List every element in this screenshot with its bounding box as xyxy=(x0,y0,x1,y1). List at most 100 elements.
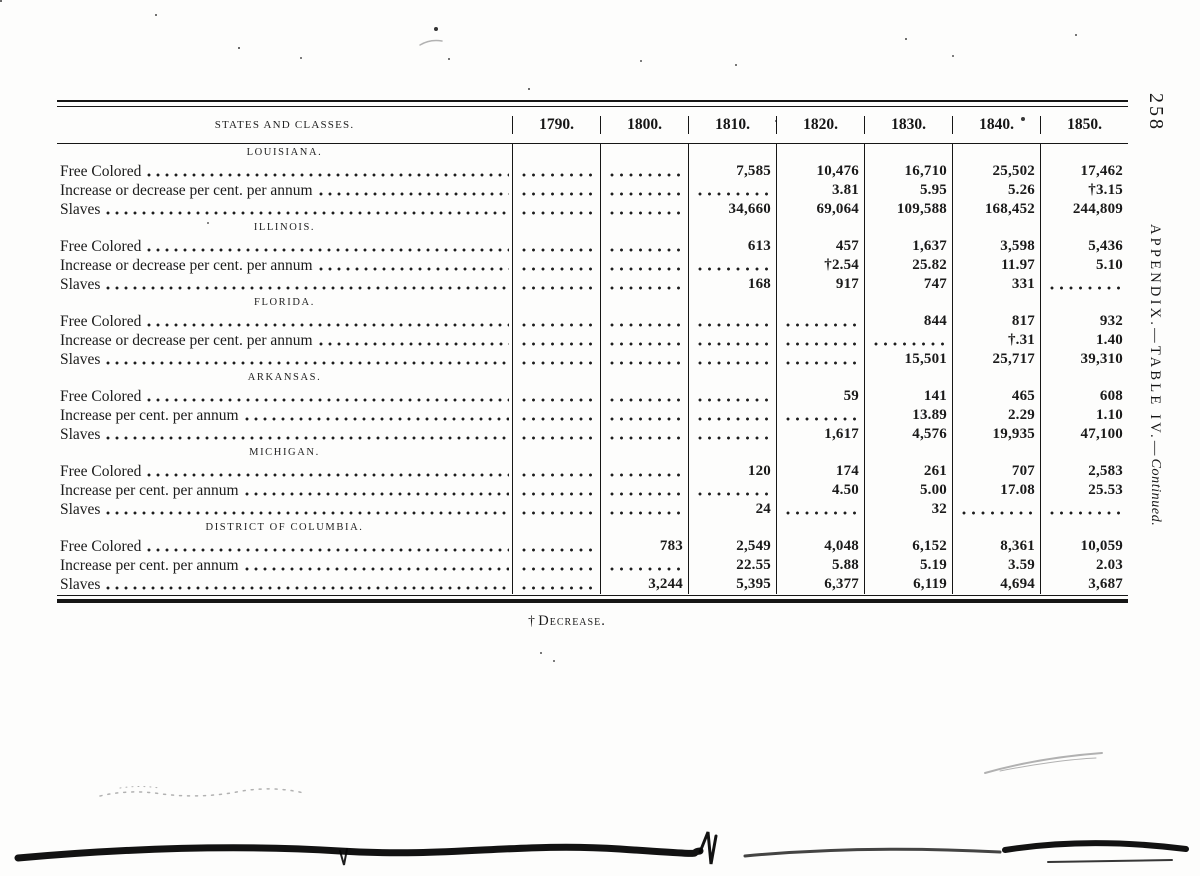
row-label-cell: Increase or decrease per cent. per annum xyxy=(57,181,512,200)
value-cell-empty xyxy=(600,237,688,256)
table-row: Increase or decrease per cent. per annum… xyxy=(57,256,1128,275)
dot-leader xyxy=(608,312,681,331)
scan-noise-specks xyxy=(0,0,2,2)
section-header-row: DISTRICT OF COLUMBIA. xyxy=(57,519,1128,537)
value-cell: 5.26 xyxy=(952,181,1040,200)
table-row: Increase or decrease per cent. per annum… xyxy=(57,331,1128,350)
value-cell: 34,660 xyxy=(688,200,776,219)
value-cell-empty xyxy=(776,331,864,350)
value-cell: 174 xyxy=(776,462,864,481)
dot-leader xyxy=(316,256,509,275)
value-cell: 141 xyxy=(864,387,952,406)
empty-cell xyxy=(1040,369,1128,387)
value-cell-empty xyxy=(512,350,600,369)
empty-cell xyxy=(600,369,688,387)
empty-cell xyxy=(864,219,952,237)
value-cell: 7,585 xyxy=(688,162,776,181)
empty-cell xyxy=(1040,444,1128,462)
value-cell: 244,809 xyxy=(1040,200,1128,219)
row-label-cell: Increase or decrease per cent. per annum xyxy=(57,331,512,350)
dot-leader xyxy=(696,350,769,369)
value-cell: 3,244 xyxy=(600,575,688,594)
value-cell: 5,436 xyxy=(1040,237,1128,256)
value-cell-empty xyxy=(600,500,688,519)
value-cell: 59 xyxy=(776,387,864,406)
value-cell-empty xyxy=(600,312,688,331)
row-label-cell: Increase per cent. per annum xyxy=(57,481,512,500)
value-cell-empty xyxy=(512,425,600,444)
table-row: Free Colored 783 2,549 4,048 6,152 8,361 10,05… xyxy=(57,537,1128,556)
dot-leader xyxy=(784,350,857,369)
value-cell: 4.50 xyxy=(776,481,864,500)
section-name: LOUISIANA. xyxy=(246,147,323,158)
value-cell: 168,452 xyxy=(952,200,1040,219)
row-label: Free Colored xyxy=(60,463,142,480)
dot-leader xyxy=(608,425,681,444)
empty-cell xyxy=(776,444,864,462)
value-cell-empty xyxy=(688,387,776,406)
dot-leader xyxy=(316,331,509,350)
row-label: Slaves xyxy=(60,501,101,518)
value-cell: 25.82 xyxy=(864,256,952,275)
value-cell: 4,048 xyxy=(776,537,864,556)
value-cell: 10,059 xyxy=(1040,537,1128,556)
dot-leader xyxy=(696,331,769,350)
value-cell-empty xyxy=(600,162,688,181)
empty-cell xyxy=(512,294,600,312)
value-cell: 69,064 xyxy=(776,200,864,219)
dot-leader xyxy=(608,406,681,425)
value-cell-empty xyxy=(600,406,688,425)
value-cell: 2,549 xyxy=(688,537,776,556)
row-label: Slaves xyxy=(60,351,101,368)
dot-leader xyxy=(608,331,681,350)
dagger-symbol: † xyxy=(528,613,535,628)
row-label-cell: Free Colored xyxy=(57,537,512,556)
value-cell-empty xyxy=(512,500,600,519)
dot-leader xyxy=(520,537,593,556)
empty-cell xyxy=(688,144,776,162)
value-cell: 1.40 xyxy=(1040,331,1128,350)
column-header-year: 1820. xyxy=(776,116,864,134)
value-cell-empty xyxy=(512,256,600,275)
dot-leader xyxy=(520,237,593,256)
column-header-year: 1850. xyxy=(1040,116,1128,134)
empty-cell xyxy=(688,444,776,462)
value-cell-empty xyxy=(512,237,600,256)
value-cell-empty xyxy=(600,350,688,369)
section-name: FLORIDA. xyxy=(254,297,315,308)
value-cell: 608 xyxy=(1040,387,1128,406)
empty-cell xyxy=(864,294,952,312)
value-cell-empty xyxy=(600,425,688,444)
dot-leader xyxy=(145,162,509,181)
value-cell: 1.10 xyxy=(1040,406,1128,425)
dot-leader xyxy=(520,312,593,331)
value-cell-empty xyxy=(512,556,600,575)
dot-leader xyxy=(145,237,509,256)
row-label: Free Colored xyxy=(60,238,142,255)
value-cell: 3.81 xyxy=(776,181,864,200)
value-cell: 2,583 xyxy=(1040,462,1128,481)
dot-leader xyxy=(784,406,857,425)
empty-cell xyxy=(776,294,864,312)
empty-cell xyxy=(512,144,600,162)
value-cell-empty xyxy=(688,425,776,444)
row-label: Slaves xyxy=(60,276,101,293)
value-cell: 1,637 xyxy=(864,237,952,256)
section-header-row: ILLINOIS. xyxy=(57,219,1128,237)
section-header-row: MICHIGAN. xyxy=(57,444,1128,462)
margin-title-continued: Continued. xyxy=(1148,458,1163,527)
row-label: Increase or decrease per cent. per annum xyxy=(60,182,313,199)
value-cell: 613 xyxy=(688,237,776,256)
value-cell-empty xyxy=(688,181,776,200)
dot-leader xyxy=(520,275,593,294)
dot-leader xyxy=(960,500,1033,519)
row-label-cell: Free Colored xyxy=(57,387,512,406)
value-cell: 331 xyxy=(952,275,1040,294)
value-cell: 5.95 xyxy=(864,181,952,200)
dot-leader xyxy=(316,181,509,200)
value-cell-empty xyxy=(512,331,600,350)
row-label-cell: Increase or decrease per cent. per annum xyxy=(57,256,512,275)
row-label-cell: Free Colored xyxy=(57,312,512,331)
empty-cell xyxy=(600,219,688,237)
margin-title-caps: APPENDIX.—TABLE IV.— xyxy=(1147,224,1163,459)
